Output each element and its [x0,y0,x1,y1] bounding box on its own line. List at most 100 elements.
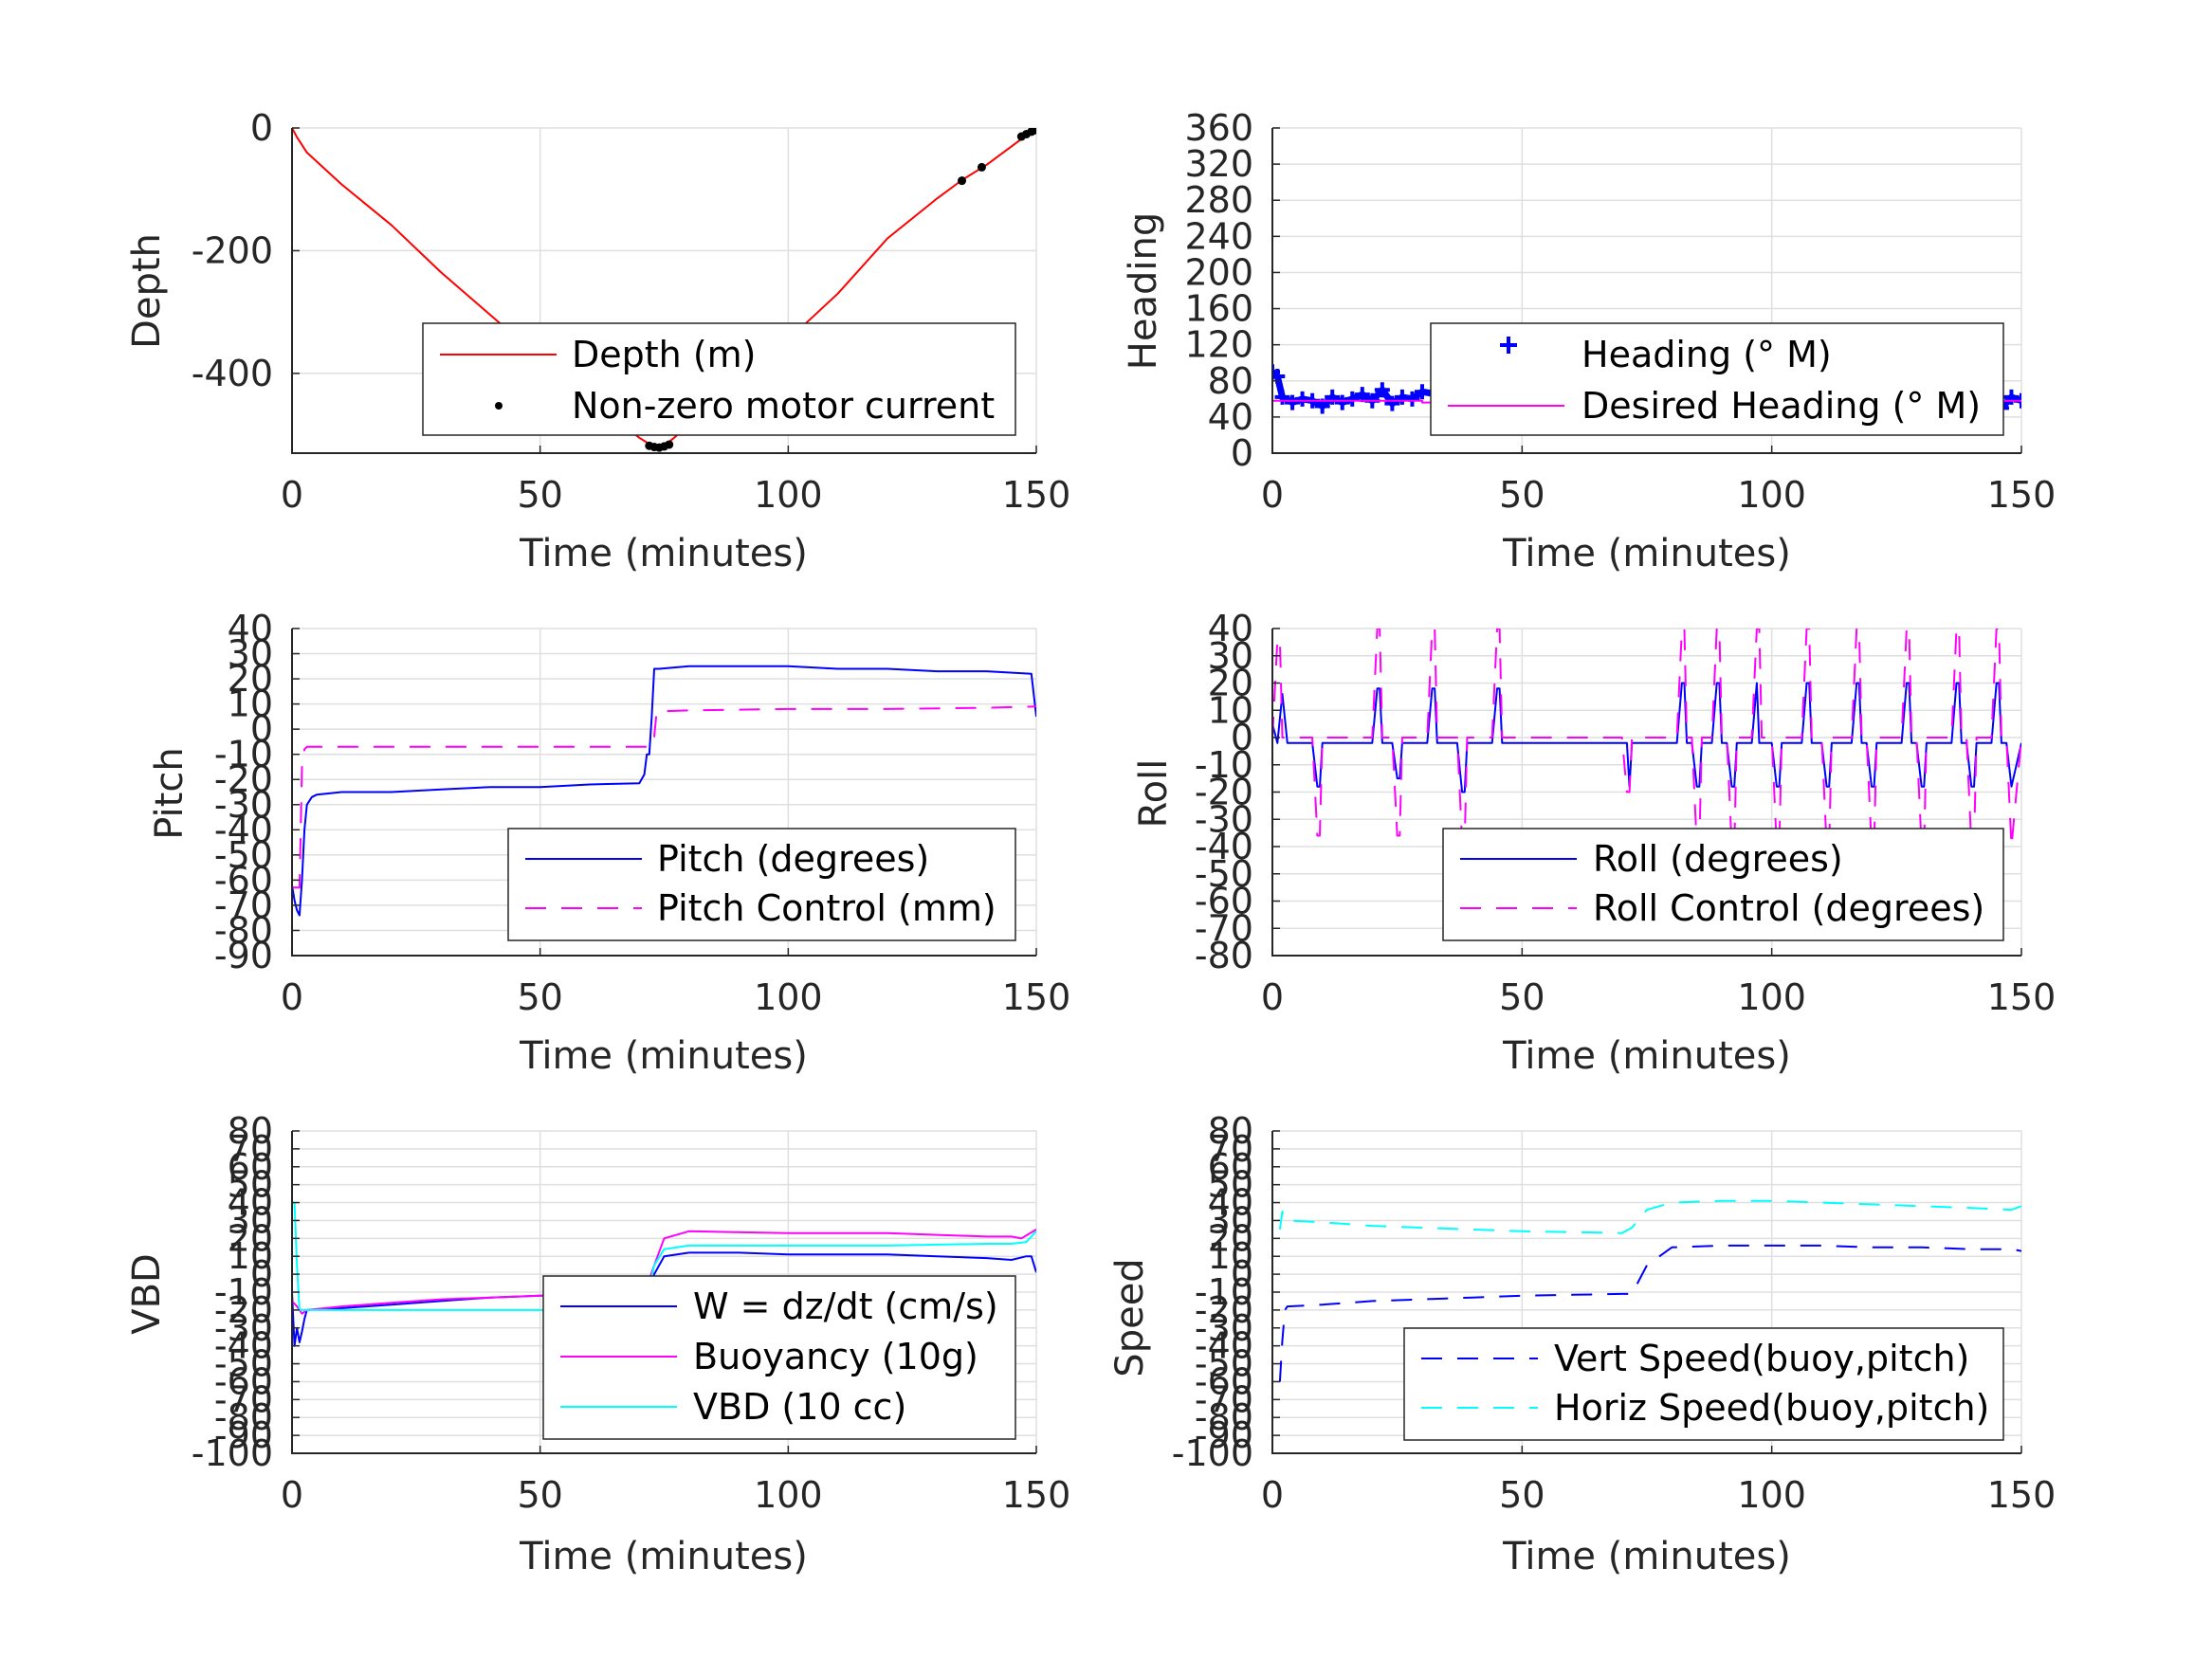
heading-series-0-point [1334,394,1350,410]
vbd-y-tick-label: 40 [228,1182,273,1224]
vbd-y-tick-label: 80 [228,1110,273,1152]
vbd-y-tick-label: -20 [214,1289,273,1331]
speed-x-axis-label: Time (minutes) [1502,1535,1791,1578]
depth-y-axis-label: Depth [125,233,169,349]
roll-y-tick-label: 30 [1208,635,1253,677]
depth-series-1-point [665,440,674,449]
pitch-y-tick-label: -70 [214,884,273,926]
legend-label-w: W = dz/dt (cm/s) [693,1285,998,1327]
depth-legend: Depth (m) Non-zero motor current [422,322,1016,436]
depth-x-tick-label: 0 [281,474,303,516]
speed-y-axis-label: Speed [1108,1258,1152,1376]
vbd-x-tick-label: 100 [754,1474,823,1516]
pitch-y-tick-label: -90 [214,935,273,976]
heading-y-tick-label: 240 [1184,215,1253,257]
legend-swatch-heading [1500,337,1517,354]
speed-series-0-line [1278,1244,2021,1382]
speed-series-1-line [1278,1199,2021,1234]
roll-y-tick-label: -20 [1195,772,1253,813]
pitch-x-tick-label: 50 [517,976,562,1018]
vbd-y-tick-label: -50 [214,1343,273,1385]
pitch-y-tick-label: 30 [228,633,273,675]
pitch-x-tick-label: 100 [754,976,823,1018]
legend-label-vbd: VBD (10 cc) [693,1386,906,1428]
roll-y-tick-label: -40 [1195,826,1253,867]
speed-x-tick-label: 150 [1987,1474,2057,1516]
depth-series-1-point [958,176,966,186]
vbd-y-tick-label: 0 [250,1253,273,1295]
heading-y-tick-label: 120 [1184,324,1253,366]
pitch-x-axis-label: Time (minutes) [519,1034,808,1078]
legend-label-pitch-control: Pitch Control (mm) [657,887,996,929]
vbd-panel: 0 50 100 15080706050403020100-10-20-30-40-5… [125,1110,1070,1578]
legend-label-roll-control: Roll Control (degrees) [1593,887,1984,929]
speed-y-tick-label: 50 [1208,1164,1253,1206]
heading-x-tick-label: 0 [1261,474,1284,516]
vbd-y-tick-label: 10 [228,1235,273,1277]
heading-series-0-point [1374,382,1390,398]
heading-y-tick-label: 200 [1184,251,1253,293]
vbd-y-tick-label: -90 [214,1414,273,1456]
speed-y-tick-label: -50 [1195,1343,1253,1385]
speed-y-tick-label: -20 [1195,1289,1253,1331]
speed-y-tick-label: -100 [1172,1432,1253,1474]
roll-x-tick-label: 0 [1261,976,1284,1018]
roll-x-axis-label: Time (minutes) [1502,1034,1791,1078]
vbd-y-tick-label: -80 [214,1396,273,1438]
speed-y-tick-label: -90 [1195,1414,1253,1456]
vbd-y-tick-label: 20 [228,1217,273,1259]
heading-series-0-point [2003,389,2020,405]
speed-x-tick-label: 0 [1261,1474,1284,1516]
speed-y-tick-label: 0 [1231,1253,1253,1295]
vbd-y-axis-label: VBD [125,1253,169,1335]
heading-y-tick-label: 80 [1208,360,1253,402]
speed-y-tick-label: 30 [1208,1199,1253,1241]
speed-panel: 0 50 100 15080706050403020100-10-20-30-40-5… [1108,1110,2056,1578]
pitch-y-axis-label: Pitch [148,747,192,839]
heading-series-0-point [1325,389,1341,405]
speed-y-tick-label: 80 [1208,1110,1253,1152]
vbd-y-tick-label: 60 [228,1146,273,1188]
heading-y-tick-label: 160 [1184,288,1253,330]
roll-legend: Roll (degrees) Roll Control (degrees) [1442,828,2004,941]
pitch-y-tick-label: -60 [214,859,273,901]
heading-series-0-point [1344,391,1361,407]
pitch-legend: Pitch (degrees) Pitch Control (mm) [507,828,1016,941]
pitch-y-tick-label: -50 [214,834,273,876]
heading-x-tick-label: 150 [1987,474,2057,516]
speed-y-tick-label: 60 [1208,1146,1253,1188]
heading-y-tick-label: 0 [1231,432,1253,474]
speed-y-tick-label: -30 [1195,1307,1253,1349]
legend-label-motor-current: Non-zero motor current [572,385,995,427]
speed-y-tick-label: -10 [1195,1271,1253,1313]
speed-y-tick-label: -70 [1195,1378,1253,1420]
pitch-y-tick-label: -80 [214,909,273,951]
pitch-y-tick-label: 10 [228,684,273,725]
vbd-y-tick-label: -10 [214,1271,273,1313]
depth-y-tick-label: -400 [192,353,273,394]
pitch-y-tick-label: -20 [214,758,273,800]
depth-y-tick-label: -200 [192,229,273,271]
speed-y-tick-label: 20 [1208,1217,1253,1259]
pitch-panel: 0 50 100 150403020100-10-20-30-40-50-60-70-… [148,608,1070,1078]
speed-y-tick-label: -40 [1195,1325,1253,1367]
speed-x-tick-label: 50 [1499,1474,1545,1516]
depth-x-tick-label: 50 [517,474,562,516]
vbd-y-tick-label: -40 [214,1325,273,1367]
pitch-x-tick-label: 150 [1002,976,1071,1018]
roll-panel: 0 50 100 150403020100-10-20-30-40-50-60-70-… [1132,608,2056,1078]
depth-x-tick-label: 100 [754,474,823,516]
pitch-series-0-line [292,665,1036,917]
vbd-x-tick-label: 0 [281,1474,303,1516]
legend-label-horiz-speed: Horiz Speed(buoy,pitch) [1554,1387,1989,1429]
heading-y-axis-label: Heading [1122,212,1165,370]
roll-y-axis-label: Roll [1132,759,1176,829]
roll-y-tick-label: -50 [1195,853,1253,895]
speed-y-tick-label: 40 [1208,1182,1253,1224]
vbd-y-tick-label: -30 [214,1307,273,1349]
legend-swatch-motor-current [495,402,503,410]
speed-legend: Vert Speed(buoy,pitch) Horiz Speed(buoy,… [1403,1327,2004,1441]
vbd-y-tick-label: -100 [192,1432,273,1474]
